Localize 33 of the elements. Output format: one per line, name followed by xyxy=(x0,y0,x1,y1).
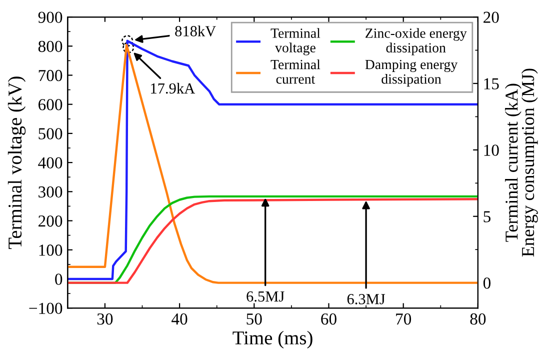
annotation: 6.3MJ xyxy=(347,294,386,304)
x-tick-label: 50 xyxy=(246,313,262,325)
y-tick-label: 400 xyxy=(38,157,62,168)
legend-label: Terminal voltage xyxy=(270,28,320,56)
y-tick-label: 900 xyxy=(38,12,62,23)
y2-tick-label: 10 xyxy=(484,144,499,156)
y-tick-label: 300 xyxy=(38,186,62,198)
x-axis-title: Time (ms) xyxy=(232,330,312,348)
x-tick-label: 80 xyxy=(470,313,486,325)
y-tick-label: 600 xyxy=(38,99,62,110)
y2-tick-label: 20 xyxy=(484,12,499,23)
x-tick-label: 60 xyxy=(321,313,336,325)
legend-label: Terminal current xyxy=(270,59,320,84)
y-tick-label: 500 xyxy=(38,128,62,140)
legend-label: Zinc-oxide energy dissipation xyxy=(366,28,467,56)
y-tick-label: −100 xyxy=(29,302,62,314)
annotation: 6.5MJ xyxy=(246,291,284,302)
legend-label: Damping energy dissipation xyxy=(365,60,458,87)
y2-tick-label: 5 xyxy=(484,211,490,222)
y-tick-label: 800 xyxy=(38,40,62,52)
y-tick-label: 0 xyxy=(55,274,62,285)
y2-axis-title: Terminal current (kA) Energy consumption (MJ) xyxy=(505,68,538,257)
x-tick-label: 70 xyxy=(396,313,412,325)
y-tick-label: 100 xyxy=(39,244,62,256)
y2-tick-label: 0 xyxy=(483,278,491,289)
y2-tick-label: 15 xyxy=(484,78,499,90)
x-tick-label: 40 xyxy=(172,313,188,325)
y-tick-label: 700 xyxy=(38,70,62,82)
y-tick-label: 200 xyxy=(38,215,62,227)
y-axis-title: Terminal voltage (kV) xyxy=(8,76,26,249)
annotation: 17.9kA xyxy=(151,82,196,94)
annotation: 818kV xyxy=(175,26,216,36)
x-tick-label: 30 xyxy=(97,313,113,325)
